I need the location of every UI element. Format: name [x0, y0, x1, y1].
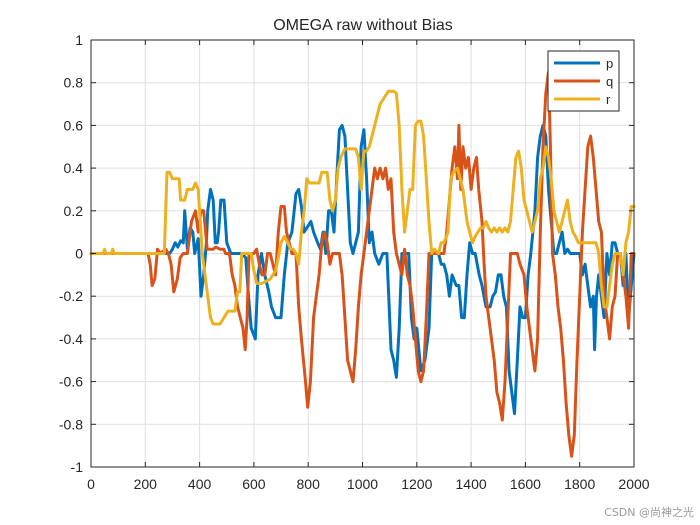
legend-label-p: p — [606, 56, 613, 71]
y-tick-label: 1 — [75, 32, 83, 48]
y-tick-label: -0.4 — [59, 331, 83, 347]
x-tick-label: 400 — [188, 476, 212, 492]
x-axis: 0 200 400 600 800 1000 1200 1400 1600 1800 2000 — [87, 40, 650, 492]
y-tick-label: 0.2 — [64, 203, 84, 219]
y-axis: -1 -0.8 -0.6 -0.4 -0.2 0 0.2 0.4 0.6 0.8 1 — [59, 32, 634, 475]
y-tick-label: 0.6 — [64, 117, 84, 133]
y-tick-label: -1 — [71, 459, 84, 475]
x-tick-label: 800 — [297, 476, 321, 492]
x-tick-label: 200 — [134, 476, 158, 492]
y-tick-label: -0.8 — [59, 416, 83, 432]
x-tick-label: 2000 — [618, 476, 649, 492]
legend-label-r: r — [606, 92, 611, 107]
y-tick-label: 0.8 — [64, 75, 84, 91]
x-tick-label: 1000 — [347, 476, 378, 492]
series-line-q — [89, 70, 636, 458]
x-tick-label: 0 — [87, 476, 95, 492]
x-tick-label: 1200 — [401, 476, 432, 492]
y-tick-label: 0 — [75, 246, 83, 262]
series-layer — [89, 70, 636, 458]
chart-title: OMEGA raw without Bias — [273, 17, 453, 34]
legend-label-q: q — [606, 74, 613, 89]
y-tick-label: 0.4 — [64, 160, 84, 176]
watermark: CSDN @尚神之光 — [604, 506, 694, 519]
x-tick-label: 1600 — [510, 476, 541, 492]
x-tick-label: 1800 — [564, 476, 595, 492]
x-tick-label: 1400 — [456, 476, 487, 492]
x-tick-label: 600 — [242, 476, 266, 492]
series-line-r — [89, 89, 636, 326]
legend: pqr — [547, 50, 620, 112]
y-tick-label: -0.2 — [59, 288, 83, 304]
y-tick-label: -0.6 — [59, 374, 83, 390]
